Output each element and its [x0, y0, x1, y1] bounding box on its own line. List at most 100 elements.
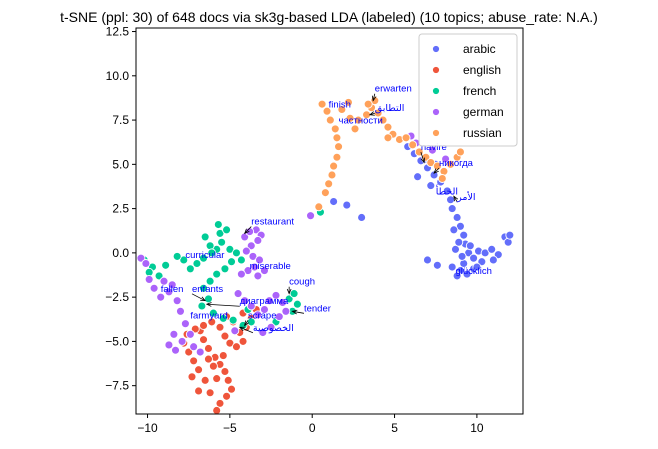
point-russian-32 [455, 147, 465, 157]
point-german-37 [271, 290, 281, 300]
point-english-25 [238, 336, 248, 346]
annotation-arrow [244, 226, 252, 234]
annotation-5: никогда [433, 158, 474, 174]
point-russian-9 [324, 179, 334, 189]
annotation-label: частности [339, 116, 383, 127]
point-german-12 [253, 271, 263, 281]
point-french-2 [217, 237, 227, 247]
annotation-label: الأمر [456, 191, 475, 203]
annotation-arrowhead [368, 111, 375, 116]
point-russian-11 [337, 104, 347, 114]
annotation-7: الأمر [453, 191, 476, 203]
point-french-9 [185, 264, 195, 274]
point-german-49 [159, 276, 169, 286]
annotation-label: никогда [439, 158, 474, 169]
point-german-43 [306, 211, 316, 221]
point-arabic-33 [423, 255, 432, 265]
point-arabic-24 [447, 262, 457, 272]
point-arabic-14 [469, 253, 479, 263]
point-russian-18 [373, 108, 383, 118]
point-french-14 [236, 255, 246, 265]
point-arabic-42 [472, 262, 482, 272]
point-russian-8 [327, 170, 337, 180]
y-tick-label: −5.0 [105, 334, 129, 348]
point-german-28 [169, 329, 179, 339]
point-german-24 [185, 329, 195, 339]
point-french-39 [222, 225, 232, 235]
point-german-33 [246, 301, 256, 311]
point-english-11 [205, 388, 215, 398]
legend-marker-arabic [432, 45, 440, 53]
point-russian-0 [317, 99, 327, 109]
point-english-9 [215, 398, 225, 408]
x-tick-label: −5 [223, 421, 237, 435]
point-arabic-40 [449, 225, 459, 235]
annotation-arrow [292, 310, 305, 314]
point-german-40 [274, 312, 284, 322]
point-english-37 [187, 372, 197, 382]
point-english-22 [220, 331, 230, 341]
point-german-41 [266, 322, 276, 332]
point-russian-34 [343, 97, 353, 107]
annotation-label: glücklich [455, 266, 491, 277]
legend-marker-french [432, 87, 440, 95]
y-tick-label: 5.0 [112, 157, 129, 171]
point-english-35 [204, 354, 213, 364]
point-french-0 [213, 220, 223, 229]
legend-marker-german [432, 108, 440, 116]
series-russian [314, 96, 465, 212]
point-german-22 [176, 306, 185, 316]
point-french-11 [172, 251, 182, 261]
annotation-label: scrape [248, 310, 277, 321]
point-russian-2 [325, 115, 335, 125]
point-arabic-38 [413, 172, 423, 182]
point-german-48 [230, 326, 240, 336]
point-german-13 [260, 266, 269, 276]
point-english-1 [199, 335, 208, 345]
point-french-19 [199, 283, 208, 293]
y-tick-label: 7.5 [112, 113, 129, 127]
point-russian-5 [334, 142, 344, 152]
annotation-arrowhead [291, 309, 298, 315]
point-german-27 [164, 340, 174, 350]
point-german-25 [177, 336, 187, 346]
point-french-24 [228, 315, 238, 325]
legend-box [418, 33, 518, 147]
annotation-18: scrape [244, 310, 277, 327]
annotation-label: curricular [185, 250, 224, 261]
legend-marker-russian [432, 129, 440, 137]
annotation-label: диаграмма [240, 296, 289, 307]
point-arabic-22 [462, 269, 472, 279]
axes: −10 −5 0 5 10 −7.5 −5.0 −2.5 0.0 2.5 5.0 7.5 10.0 12.… [105, 25, 484, 435]
annotation-2: التطابق [368, 103, 404, 116]
y-tick-label: 2.5 [112, 202, 129, 216]
annotation-4: navire [420, 142, 447, 164]
point-arabic-17 [487, 244, 497, 254]
annotation-arrowhead [453, 195, 459, 202]
point-french-22 [208, 308, 218, 318]
point-german-26 [171, 345, 180, 355]
legend-label-russian: russian [463, 126, 502, 140]
point-french-33 [289, 289, 299, 299]
point-arabic-34 [432, 260, 442, 270]
point-russian-13 [353, 115, 363, 125]
annotation-10: glücklich [455, 266, 491, 277]
point-english-2 [204, 344, 213, 353]
legend: arabic english french german russian [418, 33, 518, 147]
point-arabic-41 [465, 241, 475, 251]
plot-frame [135, 27, 524, 415]
point-german-30 [195, 347, 205, 357]
annotation-1: finish [329, 100, 351, 111]
point-arabic-9 [452, 213, 462, 222]
annotation-8: restaurant [243, 217, 294, 235]
point-english-5 [220, 367, 230, 376]
annotation-9: curricular [185, 250, 224, 261]
annotation-0: erwarten [371, 84, 412, 102]
point-german-34 [253, 310, 263, 320]
point-russian-33 [437, 174, 447, 183]
point-german-16 [144, 274, 154, 284]
point-german-20 [167, 280, 177, 290]
point-arabic-4 [429, 170, 439, 180]
point-german-32 [240, 296, 250, 306]
point-arabic-36 [329, 197, 339, 206]
